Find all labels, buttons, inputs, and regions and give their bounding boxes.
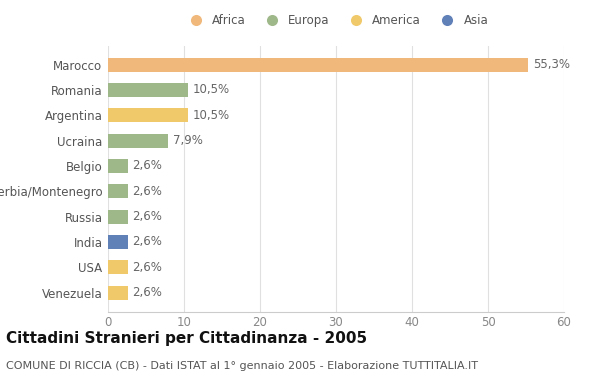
Legend: Africa, Europa, America, Asia: Africa, Europa, America, Asia [181, 11, 491, 29]
Text: Cittadini Stranieri per Cittadinanza - 2005: Cittadini Stranieri per Cittadinanza - 2… [6, 331, 367, 345]
Bar [108, 159, 128, 173]
Text: 10,5%: 10,5% [193, 109, 229, 122]
Bar [108, 235, 128, 249]
Text: 2,6%: 2,6% [133, 261, 162, 274]
Bar [108, 134, 168, 147]
Bar [108, 184, 128, 198]
Text: 2,6%: 2,6% [133, 185, 162, 198]
Text: 2,6%: 2,6% [133, 210, 162, 223]
Bar [108, 58, 528, 71]
Bar [108, 108, 188, 122]
Text: 2,6%: 2,6% [133, 160, 162, 173]
Text: 2,6%: 2,6% [133, 286, 162, 299]
Bar [108, 83, 188, 97]
Text: 55,3%: 55,3% [533, 58, 570, 71]
Text: 7,9%: 7,9% [173, 134, 202, 147]
Text: 2,6%: 2,6% [133, 235, 162, 249]
Bar [108, 210, 128, 223]
Text: 10,5%: 10,5% [193, 84, 229, 97]
Text: COMUNE DI RICCIA (CB) - Dati ISTAT al 1° gennaio 2005 - Elaborazione TUTTITALIA.: COMUNE DI RICCIA (CB) - Dati ISTAT al 1°… [6, 361, 478, 371]
Bar [108, 286, 128, 299]
Bar [108, 260, 128, 274]
